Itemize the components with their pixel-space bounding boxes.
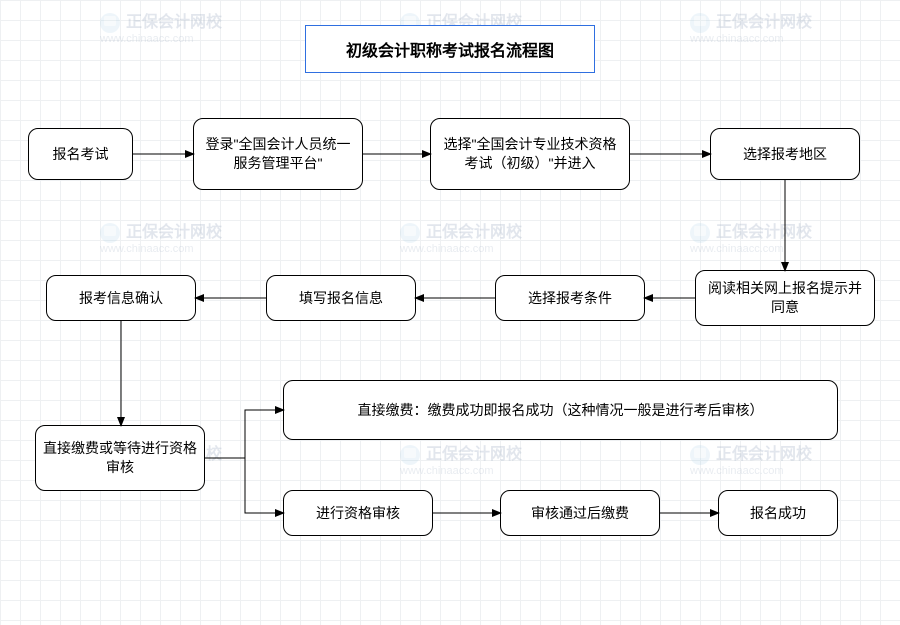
flow-node-n12: 审核通过后缴费 — [500, 490, 660, 536]
flow-node-n2: 登录"全国会计人员统一服务管理平台" — [193, 118, 363, 190]
title-text: 初级会计职称考试报名流程图 — [346, 37, 554, 61]
flow-node-n7: 填写报名信息 — [266, 275, 416, 321]
flow-node-n8: 报考信息确认 — [46, 275, 196, 321]
flow-node-n3: 选择"全国会计专业技术资格考试（初级）"并进入 — [430, 118, 630, 190]
flow-node-n11: 进行资格审核 — [283, 490, 433, 536]
flow-node-n10: 直接缴费：缴费成功即报名成功（这种情况一般是进行考后审核） — [283, 380, 838, 440]
flow-node-n5: 阅读相关网上报名提示并同意 — [695, 270, 875, 326]
flow-node-n1: 报名考试 — [28, 128, 133, 180]
flow-node-n4: 选择报考地区 — [710, 128, 860, 180]
flow-node-n9: 直接缴费或等待进行资格审核 — [35, 425, 205, 491]
flowchart-title: 初级会计职称考试报名流程图 — [305, 25, 595, 73]
flow-node-n6: 选择报考条件 — [495, 275, 645, 321]
flow-node-n13: 报名成功 — [718, 490, 838, 536]
